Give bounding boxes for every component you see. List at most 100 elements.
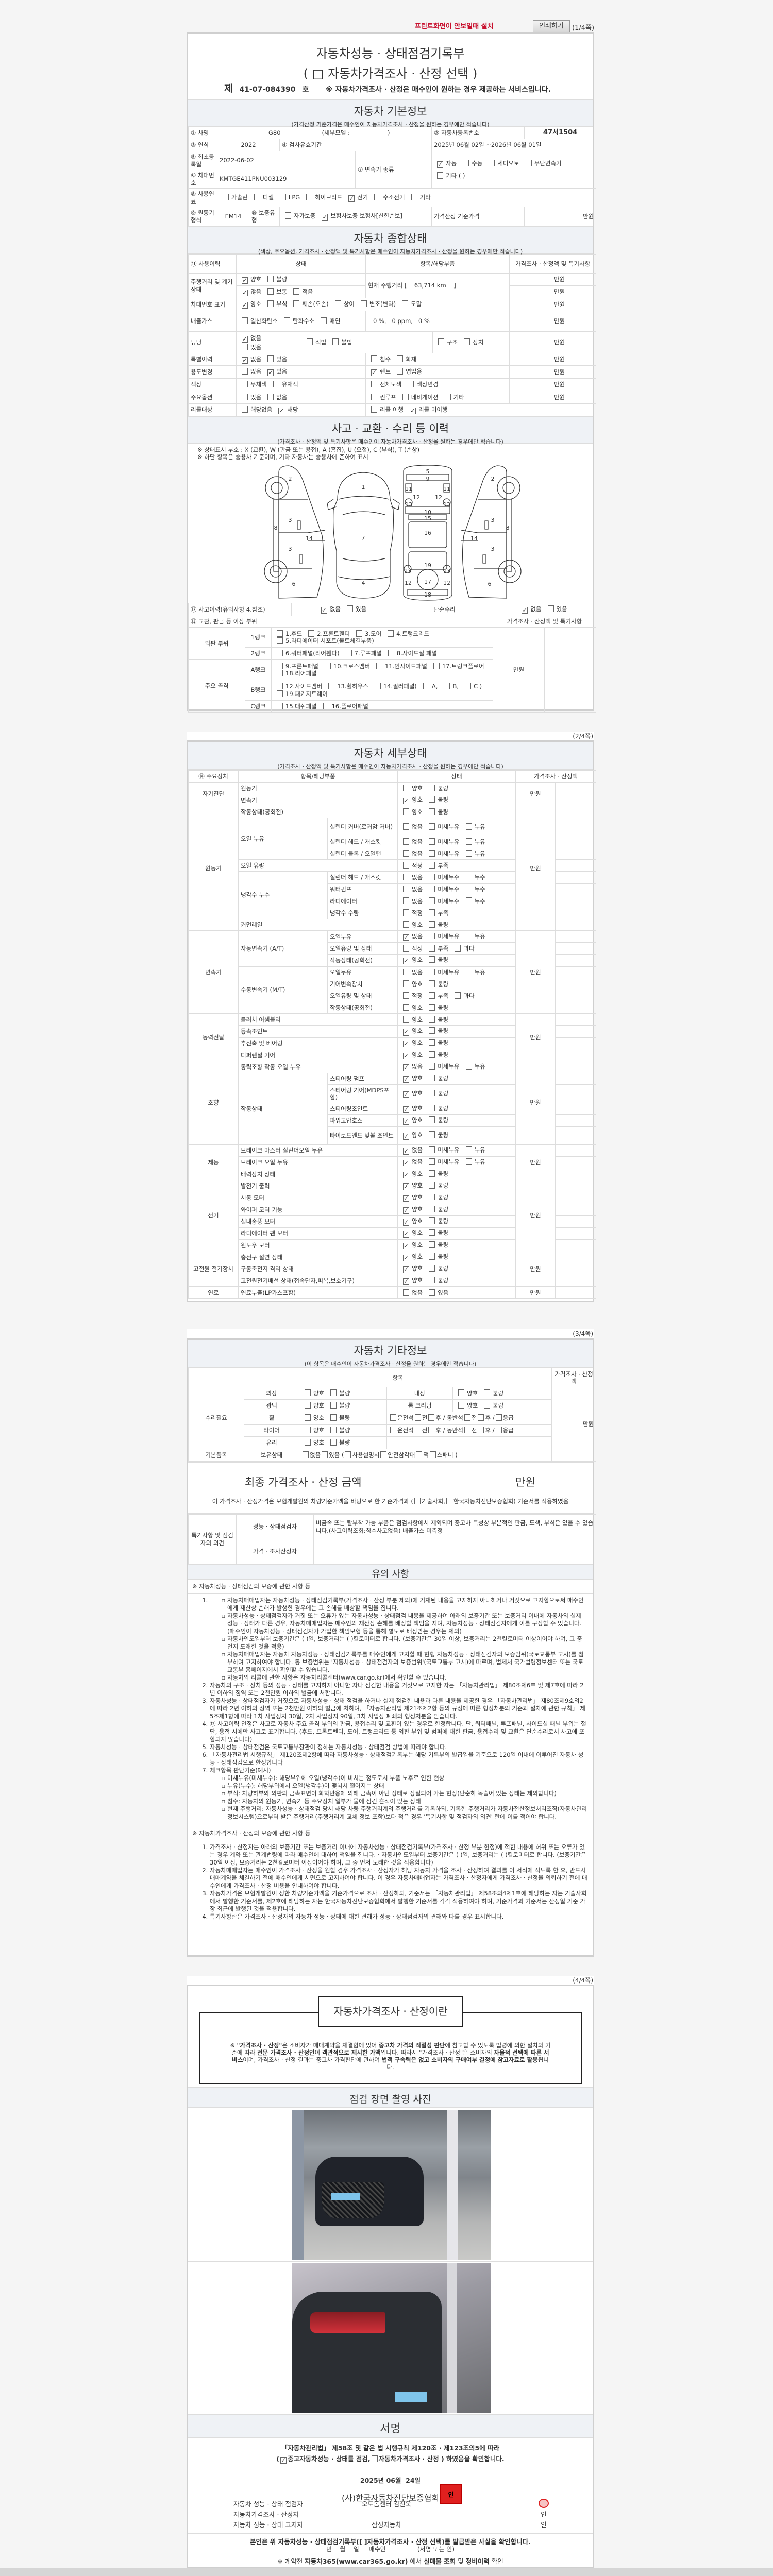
checkbox-icon[interactable] (429, 897, 435, 904)
checked-checkbox-icon[interactable]: ✓ (403, 1254, 410, 1261)
checkbox-option[interactable]: ✓ 전기 (345, 194, 368, 202)
checkbox-icon[interactable] (330, 1402, 337, 1409)
checkbox-icon[interactable] (429, 873, 435, 880)
checkbox-option[interactable]: ✓ 양호 (400, 1051, 423, 1059)
checkbox-option[interactable]: 없음 (400, 897, 423, 905)
checkbox-icon[interactable] (267, 393, 274, 400)
checked-checkbox-icon[interactable]: ✓ (522, 606, 528, 614)
checkbox-option[interactable]: 한국자동차진단보증협회) 기준서를 적용하였음 (445, 1498, 568, 1505)
checkbox-icon[interactable] (429, 1194, 435, 1200)
checkbox-option[interactable]: ✓ 양호 (400, 1217, 423, 1226)
checkbox-icon[interactable] (478, 1427, 484, 1434)
checkbox-option[interactable]: 미세누수 (426, 897, 460, 905)
checkbox-option[interactable]: 있음 ( (321, 1451, 344, 1459)
checkbox-option[interactable]: 누유 (463, 933, 485, 940)
checkbox-option[interactable]: 17.트렁크플로어 (430, 662, 484, 670)
checkbox-icon[interactable] (403, 992, 410, 999)
checkbox-icon[interactable] (323, 702, 329, 709)
checkbox-option[interactable]: 양호 (301, 1414, 324, 1421)
checkbox-option[interactable]: 불량 (426, 784, 448, 792)
checkbox-option[interactable]: 부식 (264, 300, 287, 308)
checkbox-icon[interactable] (465, 823, 472, 830)
checkbox-option[interactable]: 없음 (400, 1289, 423, 1296)
price-input[interactable] (567, 331, 597, 353)
checkbox-option[interactable]: ✓ 양호 (239, 276, 261, 284)
checkbox-option[interactable]: ✓ 양호 (400, 1116, 423, 1125)
checked-checkbox-icon[interactable]: ✓ (321, 606, 327, 614)
checkbox-option[interactable]: ✓ 있음 (264, 368, 287, 376)
checkbox-icon[interactable] (403, 921, 410, 928)
price-input[interactable] (567, 285, 597, 298)
checkbox-option[interactable]: 2.프론트휀더 (305, 630, 350, 637)
checkbox-icon[interactable] (416, 1451, 423, 1459)
checkbox-option[interactable]: 양호 (400, 921, 423, 928)
checkbox-option[interactable]: 불량 (426, 1027, 448, 1035)
checked-checkbox-icon[interactable]: ✓ (267, 369, 274, 376)
checkbox-option[interactable]: 양호 (400, 1004, 423, 1011)
checkbox-option[interactable]: 불량 (327, 1427, 350, 1434)
checkbox-icon[interactable] (277, 650, 283, 657)
checkbox-icon[interactable] (332, 338, 339, 346)
checkbox-option[interactable]: ✓ 많음 (239, 288, 261, 296)
checkbox-option[interactable]: 불량 (426, 1015, 448, 1023)
checked-checkbox-icon[interactable]: ✓ (403, 1147, 410, 1155)
checkbox-icon[interactable] (429, 992, 435, 999)
checkbox-icon[interactable] (371, 355, 378, 363)
checkbox-icon[interactable] (464, 1414, 470, 1421)
checkbox-icon[interactable] (293, 287, 300, 295)
checkbox-option[interactable]: ✓ 중고자동차성능 · 상태를 점검, (279, 2453, 371, 2464)
checked-checkbox-icon[interactable]: ✓ (403, 934, 410, 941)
checkbox-icon[interactable] (347, 605, 353, 612)
checkbox-icon[interactable] (458, 1402, 464, 1409)
price-input[interactable] (555, 1073, 597, 1085)
checked-checkbox-icon[interactable]: ✓ (371, 369, 378, 376)
checkbox-icon[interactable] (437, 172, 444, 179)
checkbox-option[interactable]: 없음 (400, 873, 423, 881)
checkbox-option[interactable]: 누유 (463, 1158, 485, 1165)
checkbox-option[interactable]: 후 / (477, 1427, 495, 1434)
checkbox-icon[interactable] (429, 808, 435, 815)
checkbox-option[interactable]: 10.크로스멤버 (322, 662, 370, 670)
checkbox-option[interactable]: 도말 (399, 300, 422, 308)
checkbox-icon[interactable] (305, 1389, 311, 1397)
checkbox-option[interactable]: 네비게이션 (399, 393, 439, 401)
checkbox-option[interactable]: 미세누유 (426, 838, 460, 845)
checkbox-option[interactable]: 양호 (400, 808, 423, 816)
checkbox-option[interactable]: 불량 (426, 1116, 448, 1124)
checkbox-icon[interactable] (279, 193, 286, 200)
checkbox-option[interactable]: ✓ 양호 (400, 1027, 423, 1036)
checked-checkbox-icon[interactable]: ✓ (242, 356, 248, 364)
checkbox-icon[interactable] (429, 1051, 435, 1058)
checkbox-option[interactable]: 없음 (264, 393, 287, 401)
checkbox-icon[interactable] (433, 662, 440, 669)
checkbox-icon[interactable] (429, 861, 435, 869)
checked-checkbox-icon[interactable]: ✓ (403, 1195, 410, 1202)
checkbox-option[interactable]: C ) (462, 683, 482, 690)
checkbox-icon[interactable] (334, 300, 341, 307)
checkbox-icon[interactable] (465, 897, 472, 904)
checkbox-option[interactable]: ✓ 없음 (239, 333, 296, 343)
checked-checkbox-icon[interactable]: ✓ (403, 1266, 410, 1273)
checkbox-option[interactable]: 일산화탄소 (239, 317, 278, 325)
checkbox-option[interactable]: 디젤 (251, 193, 274, 201)
checkbox-option[interactable]: 8.사이드실 패널 (385, 650, 437, 657)
price-input[interactable] (555, 1084, 597, 1103)
checkbox-option[interactable]: 불량 (426, 1004, 448, 1011)
checkbox-option[interactable]: 보통 (264, 287, 287, 295)
price-input[interactable] (567, 311, 597, 332)
checkbox-option[interactable]: 화재 (394, 355, 416, 363)
checkbox-option[interactable]: 불량 (426, 1075, 448, 1082)
checkbox-option[interactable]: 전 (414, 1414, 427, 1421)
checkbox-option[interactable]: B, (441, 683, 459, 690)
price-input[interactable] (555, 1013, 597, 1026)
checkbox-option[interactable]: ✓ 양호 (400, 1253, 423, 1261)
checkbox-option[interactable]: 있음 (239, 393, 261, 401)
checkbox-icon[interactable] (371, 405, 378, 413)
checkbox-icon[interactable] (428, 1414, 435, 1421)
checkbox-icon[interactable] (330, 1439, 337, 1446)
checkbox-option[interactable]: 색상변경 (405, 381, 439, 388)
checkbox-option[interactable]: 불량 (481, 1389, 503, 1397)
checkbox-option[interactable]: 기술사회, (413, 1498, 445, 1505)
checkbox-option[interactable]: 양호 (400, 1015, 423, 1023)
checked-checkbox-icon[interactable]: ✓ (403, 1040, 410, 1047)
